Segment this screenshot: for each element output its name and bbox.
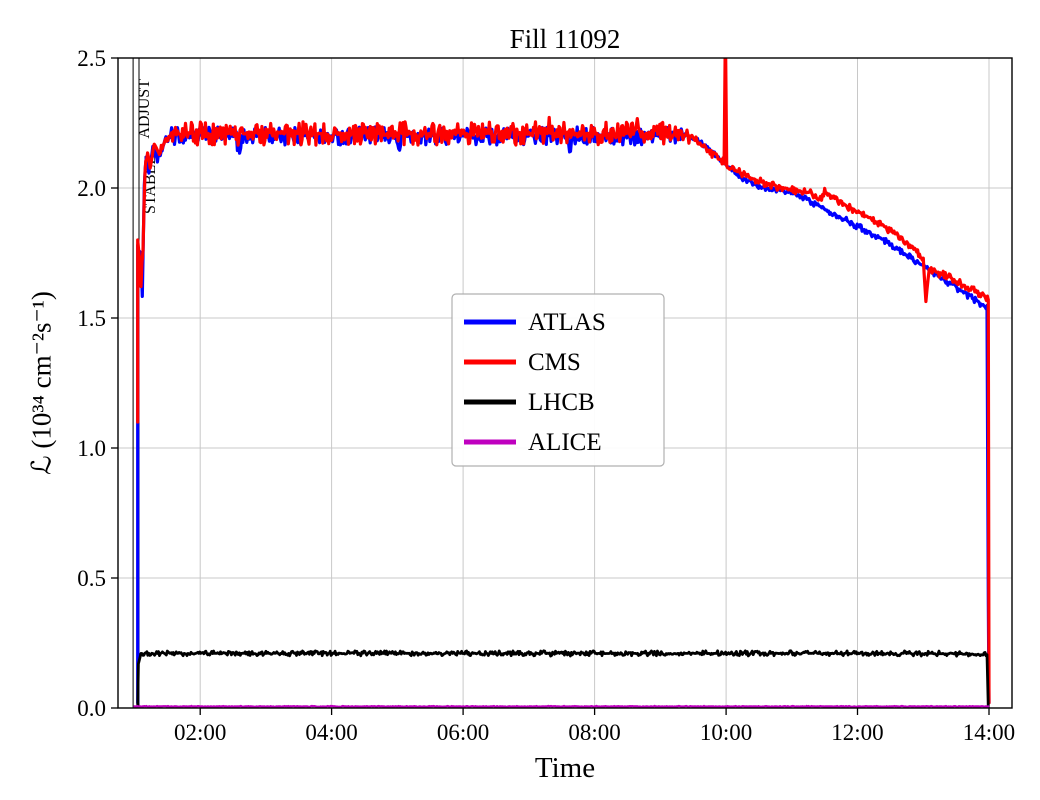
legend-label-alice: ALICE [528, 429, 602, 456]
series-line-alice [133, 704, 990, 708]
y-tick-label: 1.0 [77, 436, 106, 461]
y-tick-label: 0.5 [77, 566, 106, 591]
legend-label-lhcb: LHCB [528, 389, 595, 416]
plot-border [117, 57, 1013, 709]
x-tick-label: 06:00 [437, 720, 489, 745]
y-tick-label: 2.5 [77, 46, 106, 71]
y-tick-label: 2.0 [77, 176, 106, 201]
y-tick-label: 0.0 [77, 696, 106, 721]
legend-box [451, 293, 665, 467]
chart-title: Fill 11092 [509, 24, 621, 54]
annotation-label-adjust: ADJUST [136, 79, 153, 139]
legend-label-cms: CMS [528, 349, 581, 376]
x-axis-label: Time [534, 752, 596, 784]
series-line-lhcb [136, 649, 990, 708]
x-tick-label: 02:00 [174, 720, 226, 745]
x-tick-label: 10:00 [700, 720, 752, 745]
y-tick-label: 1.5 [77, 306, 106, 331]
series-group [133, 58, 991, 708]
x-tick-label: 14:00 [963, 720, 1015, 745]
legend-label-atlas: ATLAS [528, 309, 606, 336]
series-line-cms [136, 58, 991, 705]
x-tick-label: 12:00 [831, 720, 883, 745]
x-tick-label: 08:00 [568, 720, 620, 745]
x-tick-label: 04:00 [305, 720, 357, 745]
